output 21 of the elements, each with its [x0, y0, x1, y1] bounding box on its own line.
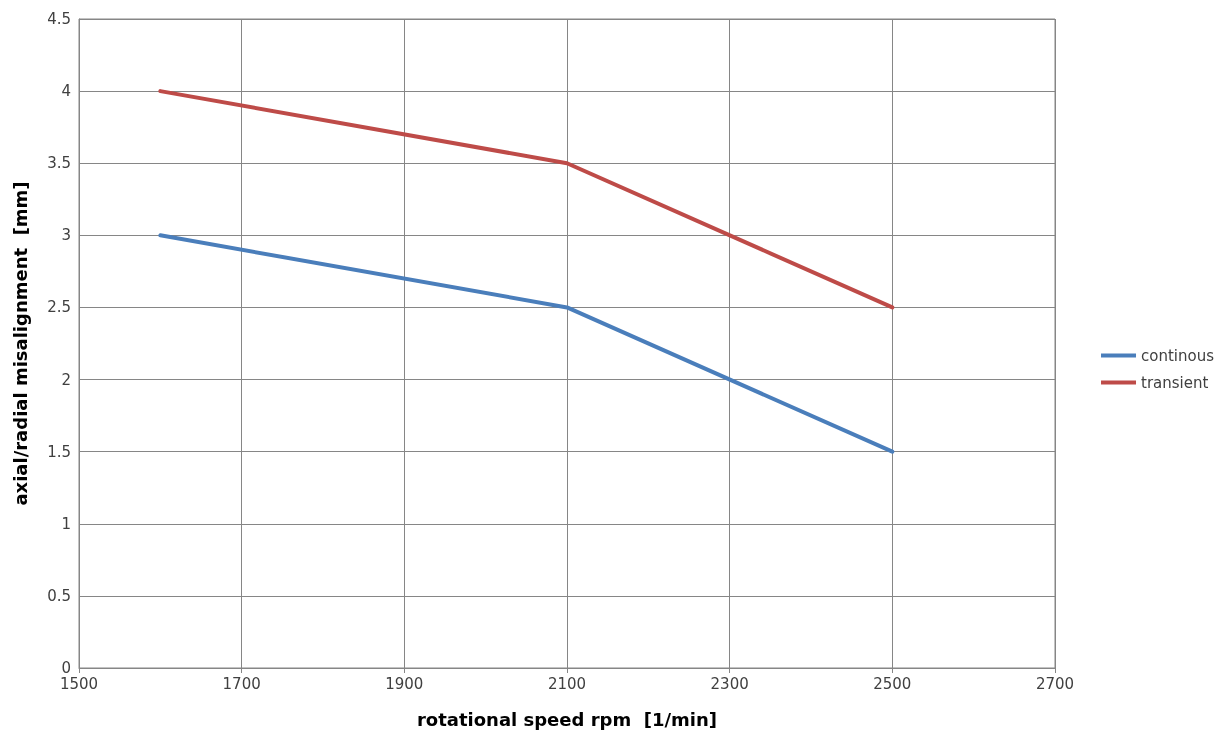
x-tick-label: 1900	[385, 674, 424, 693]
y-tick-label: 2.5	[47, 298, 71, 317]
x-tick-label: 2300	[710, 674, 749, 693]
y-tick-label: 4	[61, 82, 71, 101]
y-tick-label: 3	[61, 226, 71, 245]
x-tick-label: 2100	[547, 674, 587, 693]
y-tick-label: 0.5	[47, 586, 71, 605]
x-tick-label: 1500	[59, 674, 99, 693]
x-tick-label: 1700	[222, 674, 261, 693]
x-tick-label: 2700	[1035, 674, 1075, 693]
y-tick-label: 1.5	[47, 442, 71, 461]
y-tick-label: 2	[61, 370, 71, 389]
y-axis-title: axial/radial misalignment [mm]	[9, 181, 31, 506]
x-axis-title: rotational speed rpm [1/min]	[416, 708, 718, 730]
legend-label: transient	[1141, 373, 1209, 392]
y-tick-label: 3.5	[47, 154, 71, 173]
x-tick-label: 2500	[873, 674, 912, 693]
legend-label: continous	[1141, 346, 1215, 365]
y-tick-label: 0	[61, 659, 71, 677]
y-tick-label: 4.5	[47, 10, 71, 28]
y-tick-label: 1	[61, 514, 71, 533]
